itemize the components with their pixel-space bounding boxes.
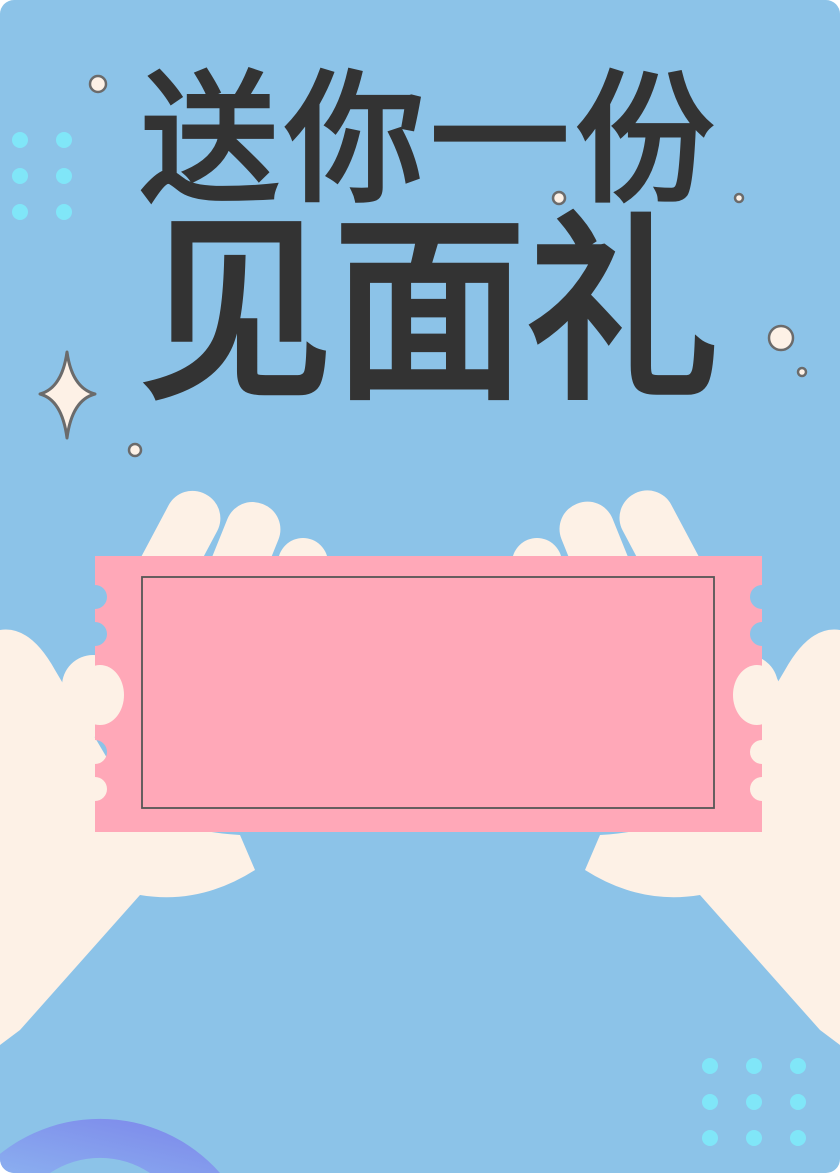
title-line-2: 见面礼 — [140, 196, 720, 429]
title-line-1: 送你一份 — [140, 58, 721, 223]
dot-grid-bottom-right — [702, 1058, 806, 1146]
sparkle-icon — [38, 350, 97, 440]
dot-grid-top-left — [12, 132, 72, 220]
corner-arc — [0, 1118, 220, 1173]
ring-decorations — [88, 74, 808, 458]
